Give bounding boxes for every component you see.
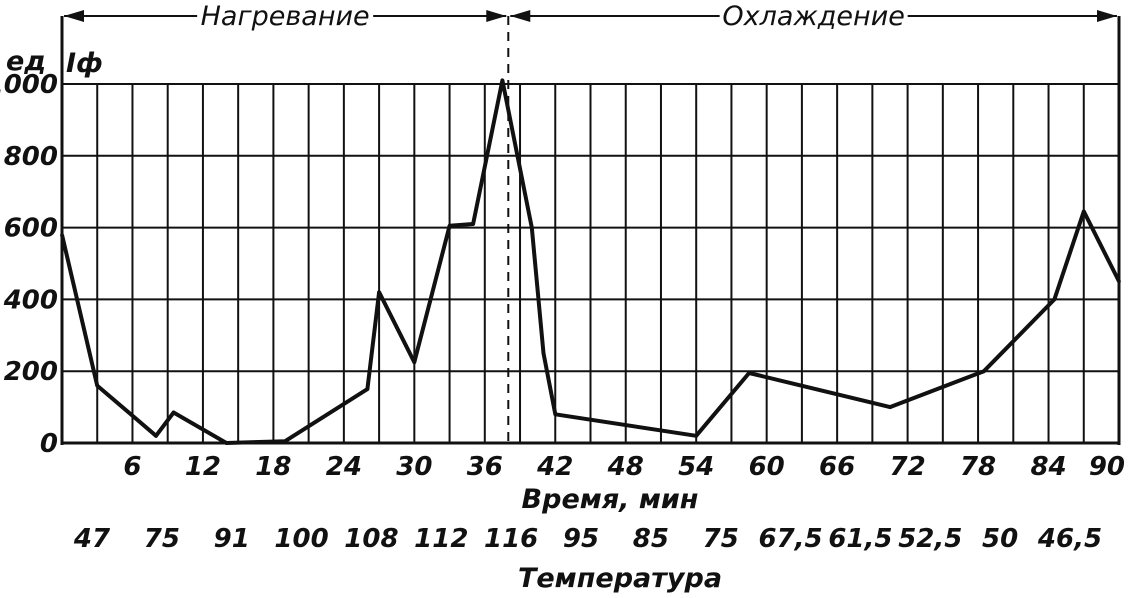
x-tick-label: 30 [396, 452, 432, 482]
temperature-axis-label: Температура [518, 563, 722, 594]
data-point [694, 434, 698, 438]
data-point [982, 369, 986, 374]
x-tick-label: 66 [819, 452, 855, 482]
x-tick-label: 24 [326, 452, 362, 482]
temperature-label: 67,5 [758, 524, 822, 554]
temperature-label: 46,5 [1037, 524, 1102, 554]
grid [62, 83, 1119, 443]
phase-header: Нагревание Охлаждение [64, 1, 1117, 443]
y-tick-label: 1000 [0, 70, 58, 100]
temperature-label: 100 [274, 524, 328, 554]
x-tick-label: 36 [467, 452, 503, 482]
x-tick-label: 72 [890, 452, 926, 482]
series-line [60, 78, 1121, 445]
data-point [529, 225, 534, 230]
x-tick-label: 42 [536, 452, 573, 482]
temperature-labels: 47 75 91 100 108 112 116 95 85 75 67,5 61,5 52,5 50 46… [73, 524, 1102, 554]
data-point [154, 434, 158, 438]
arrowhead-left [64, 10, 84, 22]
data-point [500, 78, 505, 83]
data-point [1081, 209, 1086, 214]
series [60, 78, 1121, 445]
x-tick-label: 48 [607, 452, 644, 482]
data-point [377, 290, 381, 295]
data-point [60, 232, 64, 237]
y-unit-label: ед [6, 46, 46, 77]
temperature-label: 85 [633, 524, 669, 554]
y-tick-labels: 0 200 400 600 800 1000 [0, 70, 58, 459]
y-tick-label: 800 [4, 142, 58, 172]
y-tick-label: 400 [3, 285, 58, 315]
data-point [171, 410, 176, 415]
x-tick-label: 84 [1030, 452, 1066, 482]
temperature-label: 108 [344, 524, 398, 554]
x-tick-label: 12 [185, 452, 221, 482]
arrowhead-right [486, 10, 507, 22]
y-tick-label: 0 [40, 429, 58, 459]
data-point [747, 371, 751, 375]
data-point [1052, 297, 1057, 302]
y-tick-label: 600 [4, 214, 58, 244]
data-point [541, 351, 546, 356]
phase-label: Охлаждение [722, 1, 904, 32]
temperature-label: 52,5 [898, 524, 962, 554]
temperature-label: 50 [982, 524, 1018, 554]
phase-label: Нагревание [201, 1, 370, 32]
y-tick-label: 200 [4, 357, 58, 387]
data-point [365, 387, 370, 391]
arrowhead-left [510, 10, 531, 22]
temperature-label: 91 [214, 524, 250, 554]
x-tick-label: 78 [960, 452, 996, 482]
data-point [1117, 279, 1121, 284]
temperature-label: 116 [484, 524, 538, 554]
x-tick-label: 54 [678, 452, 714, 482]
temperature-label: 112 [414, 524, 468, 554]
data-point [283, 439, 287, 444]
temperature-label: 95 [563, 524, 599, 554]
arrowhead-right [1097, 10, 1117, 22]
temperature-label: 47 [73, 524, 111, 554]
data-point [95, 383, 100, 388]
x-tick-labels: 6 12 18 24 30 36 42 48 54 60 66 72 78 84 90 [123, 452, 1125, 482]
data-point [471, 222, 475, 226]
temperature-label: 61,5 [828, 524, 892, 554]
x-axis-label: Время, мин [522, 484, 699, 515]
data-point [224, 441, 229, 445]
x-tick-label: 6 [123, 452, 141, 482]
data-point [412, 360, 417, 365]
x-tick-label: 18 [255, 452, 291, 482]
x-tick-label: 60 [749, 452, 785, 482]
data-point [888, 405, 892, 409]
temperature-label: 75 [703, 524, 739, 554]
data-point [553, 412, 558, 417]
data-point [447, 224, 452, 228]
x-tick-label: 90 [1089, 452, 1125, 482]
temperature-label: 75 [144, 524, 180, 554]
y-axis-label: Iф [66, 48, 103, 79]
